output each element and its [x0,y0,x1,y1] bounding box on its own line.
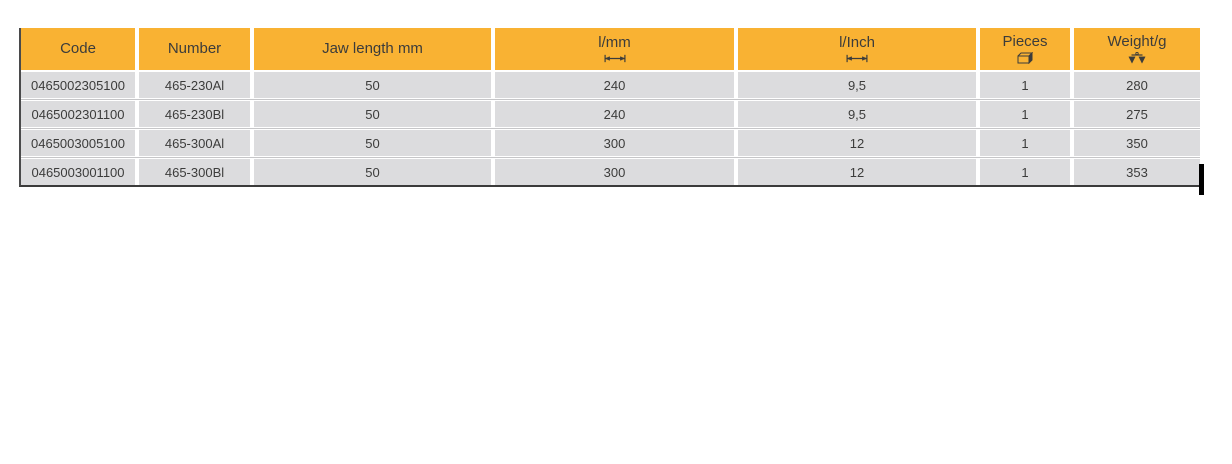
row-separator [21,156,1200,159]
cell-code: 0465002301100 [21,101,135,127]
table-row: 0465003001100 465-300Bl 50 300 12 1 353 [21,159,1200,185]
package-icon [1017,52,1033,65]
table-row: 0465002305100 465-230Al 50 240 9,5 1 280 [21,72,1200,98]
cell-code: 0465003001100 [21,159,135,185]
cell-jaw-length: 50 [254,101,491,127]
cell-l-inch: 12 [738,130,976,156]
cell-l-inch: 9,5 [738,101,976,127]
cell-jaw-length: 50 [254,159,491,185]
cell-pieces: 1 [980,130,1070,156]
cell-number: 465-300Al [139,130,250,156]
cell-weight: 275 [1074,101,1200,127]
cell-number: 465-230Al [139,72,250,98]
cell-l-mm: 300 [495,159,734,185]
cell-pieces: 1 [980,159,1070,185]
length-dimension-icon [604,54,626,63]
cell-l-mm: 240 [495,72,734,98]
cell-l-mm: 240 [495,101,734,127]
header-label: Number [167,39,222,57]
row-separator [21,98,1200,101]
cell-weight: 350 [1074,130,1200,156]
cell-l-inch: 12 [738,159,976,185]
header-cell-weight: Weight/g [1074,28,1200,70]
table-header-row: Code Number Jaw length mm l/mm [21,28,1200,70]
cell-code: 0465002305100 [21,72,135,98]
cell-l-mm: 300 [495,130,734,156]
cell-number: 465-300Bl [139,159,250,185]
row-separator [21,127,1200,130]
header-cell-code: Code [21,28,135,70]
header-cell-pieces: Pieces [980,28,1070,70]
table-row: 0465003005100 465-300Al 50 300 12 1 350 [21,130,1200,156]
header-label: Weight/g [1107,32,1167,50]
cell-number: 465-230Bl [139,101,250,127]
header-cell-jaw-length: Jaw length mm [254,28,491,70]
cell-jaw-length: 50 [254,130,491,156]
cell-weight: 280 [1074,72,1200,98]
header-label: Pieces [1002,32,1048,50]
cell-pieces: 1 [980,72,1070,98]
header-cell-l-inch: l/Inch [738,28,976,70]
text-cursor-artifact [1199,164,1204,195]
table-body: 0465002305100 465-230Al 50 240 9,5 1 280… [21,72,1200,185]
scale-icon [1128,52,1146,64]
header-label: l/Inch [839,34,875,52]
length-dimension-icon [846,54,868,63]
table-row: 0465002301100 465-230Bl 50 240 9,5 1 275 [21,101,1200,127]
cell-pieces: 1 [980,101,1070,127]
header-label: Jaw length mm [322,39,423,57]
header-cell-number: Number [139,28,250,70]
product-spec-table: Code Number Jaw length mm l/mm [19,28,1200,187]
header-label: Code [60,39,96,57]
cell-weight: 353 [1074,159,1200,185]
header-label: l/mm [598,34,631,52]
cell-jaw-length: 50 [254,72,491,98]
cell-code: 0465003005100 [21,130,135,156]
header-cell-l-mm: l/mm [495,28,734,70]
cell-l-inch: 9,5 [738,72,976,98]
